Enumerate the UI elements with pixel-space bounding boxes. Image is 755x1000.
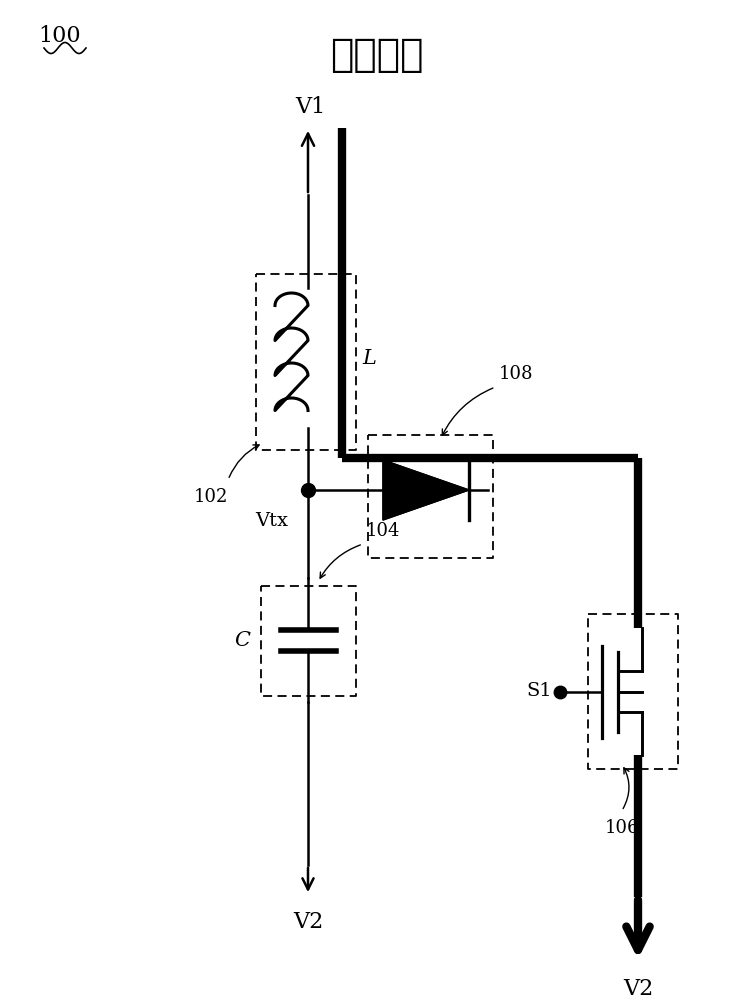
- Text: L: L: [362, 349, 376, 367]
- Text: V1: V1: [295, 96, 325, 118]
- Text: C: C: [235, 631, 251, 650]
- Text: S1: S1: [526, 682, 552, 700]
- Polygon shape: [383, 460, 469, 520]
- Text: V2: V2: [623, 978, 653, 1000]
- Text: 106: 106: [605, 819, 639, 837]
- Text: 102: 102: [194, 488, 228, 506]
- Text: 100: 100: [38, 25, 81, 47]
- Text: 108: 108: [498, 365, 533, 383]
- Text: V2: V2: [293, 911, 323, 933]
- Text: 充电阶段: 充电阶段: [330, 36, 424, 74]
- Text: 104: 104: [366, 522, 400, 540]
- Text: Vtx: Vtx: [255, 512, 288, 530]
